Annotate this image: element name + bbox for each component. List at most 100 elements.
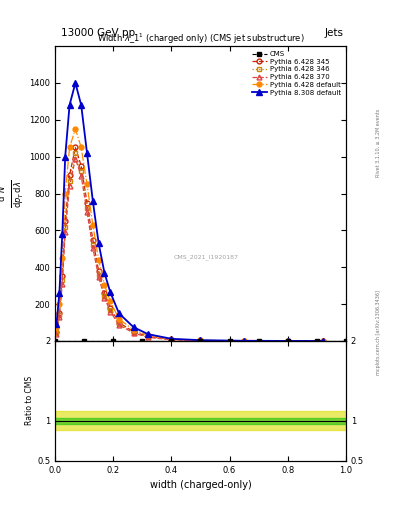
- Text: mcplots.cern.ch [arXiv:1306.3436]: mcplots.cern.ch [arXiv:1306.3436]: [376, 290, 380, 375]
- Pythia 8.308 default: [57, 290, 62, 296]
- Pythia 6.428 default: [320, 338, 325, 344]
- Line: Pythia 6.428 346: Pythia 6.428 346: [54, 151, 325, 344]
- Pythia 6.428 346: [73, 150, 78, 156]
- Pythia 6.428 345: [79, 163, 84, 169]
- Pythia 6.428 345: [285, 338, 290, 344]
- Pythia 6.428 default: [79, 144, 84, 151]
- Pythia 6.428 345: [169, 336, 174, 343]
- CMS: [314, 338, 319, 344]
- Pythia 6.428 370: [146, 334, 151, 340]
- Pythia 6.428 default: [285, 338, 290, 344]
- Line: Pythia 6.428 345: Pythia 6.428 345: [54, 145, 325, 344]
- Pythia 6.428 346: [84, 205, 89, 211]
- X-axis label: width (charged-only): width (charged-only): [150, 480, 251, 490]
- Pythia 6.428 default: [57, 301, 62, 307]
- Pythia 6.428 345: [63, 218, 68, 224]
- Text: Jets: Jets: [325, 28, 344, 38]
- Pythia 6.428 345: [117, 319, 121, 326]
- Pythia 6.428 346: [108, 307, 113, 313]
- Pythia 6.428 default: [96, 257, 101, 263]
- CMS: [169, 338, 174, 344]
- Pythia 6.428 370: [73, 156, 78, 162]
- Pythia 6.428 370: [57, 314, 62, 320]
- Pythia 6.428 370: [63, 229, 68, 236]
- Pythia 6.428 346: [102, 293, 107, 299]
- Pythia 6.428 default: [108, 298, 113, 305]
- Pythia 6.428 345: [67, 172, 72, 178]
- Pythia 8.308 default: [90, 198, 95, 204]
- Pythia 6.428 370: [96, 274, 101, 280]
- Pythia 6.428 370: [67, 183, 72, 189]
- Pythia 6.428 345: [84, 200, 89, 206]
- Pythia 6.428 370: [242, 338, 246, 344]
- Pythia 6.428 default: [131, 327, 136, 333]
- Pythia 6.428 370: [84, 209, 89, 215]
- Pythia 8.308 default: [108, 289, 113, 295]
- Pythia 6.428 346: [146, 334, 151, 340]
- Pythia 6.428 346: [242, 338, 246, 344]
- Pythia 6.428 370: [198, 337, 203, 344]
- Pythia 6.428 370: [320, 338, 325, 344]
- CMS: [285, 338, 290, 344]
- Pythia 6.428 346: [79, 168, 84, 175]
- Line: CMS: CMS: [53, 339, 348, 343]
- Pythia 8.308 default: [96, 240, 101, 246]
- Pythia 6.428 default: [242, 338, 246, 344]
- Pythia 6.428 346: [285, 338, 290, 344]
- Pythia 6.428 default: [198, 337, 203, 344]
- Pythia 6.428 370: [108, 308, 113, 314]
- Pythia 6.428 346: [67, 178, 72, 184]
- Pythia 6.428 345: [60, 273, 64, 280]
- Pythia 8.308 default: [131, 324, 136, 330]
- Pythia 6.428 345: [198, 337, 203, 344]
- Pythia 6.428 370: [285, 338, 290, 344]
- Pythia 8.308 default: [54, 322, 59, 328]
- Pythia 6.428 370: [60, 281, 64, 287]
- Pythia 6.428 345: [96, 268, 101, 274]
- Pythia 6.428 345: [54, 329, 59, 335]
- Pythia 8.308 default: [67, 102, 72, 108]
- Pythia 6.428 default: [73, 126, 78, 132]
- Pythia 6.428 default: [54, 325, 59, 331]
- Pythia 6.428 346: [96, 271, 101, 278]
- Pythia 6.428 345: [320, 338, 325, 344]
- Pythia 8.308 default: [60, 231, 64, 237]
- Pythia 6.428 346: [90, 242, 95, 248]
- Pythia 6.428 346: [169, 336, 174, 343]
- CMS: [227, 338, 232, 344]
- Pythia 6.428 default: [84, 181, 89, 187]
- Y-axis label: $\mathrm{d}^2N$
$\overline{\mathrm{d}p_T\,\mathrm{d}\lambda}$: $\mathrm{d}^2N$ $\overline{\mathrm{d}p_T…: [0, 180, 26, 207]
- Pythia 6.428 345: [108, 305, 113, 311]
- Pythia 6.428 370: [102, 294, 107, 301]
- Pythia 6.428 346: [198, 337, 203, 344]
- Line: Pythia 8.308 default: Pythia 8.308 default: [53, 80, 326, 344]
- Text: Rivet 3.1.10, ≥ 3.2M events: Rivet 3.1.10, ≥ 3.2M events: [376, 109, 380, 178]
- Pythia 8.308 default: [102, 270, 107, 276]
- Pythia 8.308 default: [198, 337, 203, 343]
- Pythia 6.428 default: [102, 282, 107, 288]
- Y-axis label: Ratio to CMS: Ratio to CMS: [25, 376, 34, 425]
- Pythia 6.428 345: [146, 333, 151, 339]
- Pythia 6.428 370: [169, 337, 174, 343]
- Pythia 8.308 default: [117, 310, 121, 316]
- Pythia 8.308 default: [320, 338, 325, 344]
- CMS: [82, 338, 86, 344]
- Pythia 6.428 345: [131, 329, 136, 335]
- Pythia 6.428 default: [63, 190, 68, 197]
- Pythia 6.428 346: [54, 330, 59, 336]
- Pythia 8.308 default: [169, 336, 174, 342]
- CMS: [140, 338, 145, 344]
- CMS: [198, 338, 203, 344]
- Line: Pythia 6.428 default: Pythia 6.428 default: [54, 126, 325, 344]
- Pythia 8.308 default: [84, 150, 89, 156]
- Text: CMS_2021_I1920187: CMS_2021_I1920187: [174, 254, 239, 260]
- Pythia 6.428 345: [102, 290, 107, 296]
- Pythia 6.428 370: [54, 331, 59, 337]
- CMS: [53, 338, 57, 344]
- Pythia 6.428 345: [57, 310, 62, 316]
- Pythia 8.308 default: [146, 331, 151, 337]
- Pythia 6.428 346: [131, 329, 136, 335]
- Pythia 6.428 345: [242, 338, 246, 344]
- Pythia 6.428 345: [90, 237, 95, 243]
- Pythia 6.428 370: [79, 173, 84, 179]
